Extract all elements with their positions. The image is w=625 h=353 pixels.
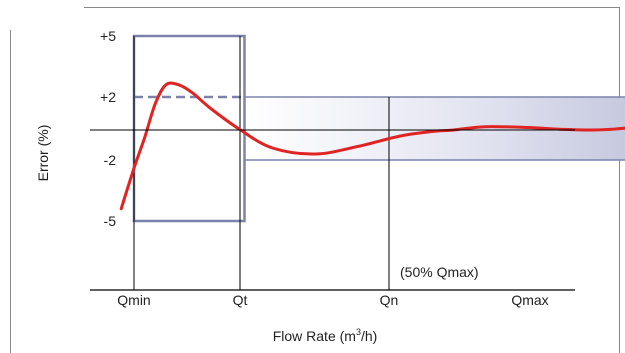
qn-annotation: (50% Qmax): [400, 264, 479, 280]
x-tick-label: Qt: [233, 292, 248, 308]
x-tick-labels: Qmin Qt Qn Qmax: [117, 292, 548, 308]
x-axis-title-superscript: 3: [356, 327, 361, 337]
y-tick-label: +5: [100, 28, 116, 44]
x-axis-title-main: Flow Rate (m: [273, 328, 356, 344]
y-tick-label: -2: [104, 152, 117, 168]
y-tick-labels: +5 +2 -2 -5: [100, 28, 116, 229]
x-axis-title-end: /h): [361, 328, 377, 344]
x-tick-label: Qn: [380, 292, 399, 308]
error-curve: [119, 81, 625, 211]
frame: [10, 7, 620, 353]
x-tick-label: Qmin: [117, 292, 150, 308]
series-layer: [119, 81, 625, 211]
grid: [133, 36, 390, 290]
y-tick-label: +2: [100, 89, 116, 105]
y-tick-label: -5: [104, 213, 117, 229]
low-flow-tolerance-box: [132, 34, 246, 223]
x-axis-title: Flow Rate (m3/h): [273, 327, 378, 344]
x-tick-label: Qmax: [511, 292, 548, 308]
y-axis-title: Error (%): [35, 125, 51, 182]
